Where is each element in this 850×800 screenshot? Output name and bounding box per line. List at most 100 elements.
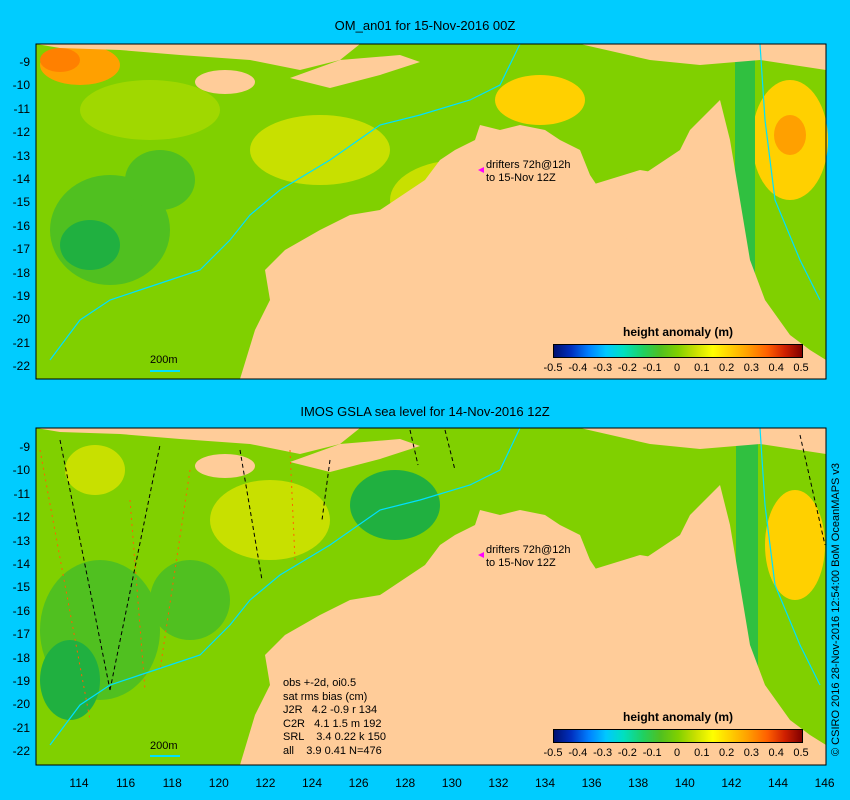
bottom-drifters-note-line2: to 15-Nov 12Z <box>486 557 556 569</box>
top-land-timor <box>290 55 420 88</box>
bottom-isobath <box>49 427 521 746</box>
bottom-colorbar-tick: -0.2 <box>617 747 637 759</box>
x-tick: 116 <box>116 776 136 790</box>
top-y-tick: -13 <box>12 148 30 163</box>
bottom-colorbar-tick: 0.1 <box>694 747 710 759</box>
top-land-australia <box>240 100 826 379</box>
top-panel-title: OM_an01 for 15-Nov-2016 00Z <box>334 18 516 33</box>
top-colorbar-tick: -0.2 <box>617 362 637 374</box>
top-colorbar-tick: -0.3 <box>593 362 613 374</box>
top-y-tick: -12 <box>12 125 30 140</box>
top-drifters-note: drifters 72h@12h to 15-Nov 12Z <box>486 159 571 185</box>
top-isobath <box>49 43 521 361</box>
bottom-y-tick: -13 <box>12 533 30 548</box>
x-tick: 140 <box>674 776 695 790</box>
top-anomaly-low2 <box>60 220 120 270</box>
bottom-anomaly-low3 <box>40 640 100 720</box>
top-y-tick: -16 <box>12 218 30 233</box>
bottom-land-png <box>580 428 826 454</box>
top-colorbar-tick: -0.4 <box>568 362 588 374</box>
top-colorbar-tick: 0.5 <box>793 362 809 374</box>
stats-line: sat rms bias (cm) <box>283 690 368 703</box>
top-drifters-note-line2: to 15-Nov 12Z <box>486 172 556 184</box>
bottom-land-cape <box>575 555 700 655</box>
top-drifters-note-line1: drifters 72h@12h <box>486 159 571 171</box>
top-colorbar-tick: 0.1 <box>694 362 710 374</box>
bottom-frame <box>35 427 827 766</box>
x-tick: 142 <box>721 776 742 790</box>
stats-line: J2R 4.2 -0.9 r 134 <box>283 704 378 716</box>
x-tick: 118 <box>162 776 182 790</box>
bottom-land-indonesia <box>36 428 360 454</box>
bottom-stats: obs +-2d, oi0.5 sat rms bias (cm) J2R 4.2 … <box>283 677 386 758</box>
top-land-indonesia <box>36 44 360 70</box>
bottom-drifter-marker <box>478 552 484 558</box>
top-frame <box>35 43 827 380</box>
top-y-tick: -10 <box>12 78 30 93</box>
top-anomaly-high2 <box>40 48 80 72</box>
top-y-tick: -15 <box>12 195 30 210</box>
x-tick: 114 <box>69 776 89 790</box>
top-colorbar-tick: -0.1 <box>642 362 662 374</box>
bottom-sat-tracks <box>59 429 826 691</box>
bottom-anomaly-low4 <box>150 560 230 640</box>
x-tick: 138 <box>628 776 649 790</box>
bottom-colorbar-tick: -0.3 <box>593 747 613 759</box>
bottom-land-timor-w <box>195 454 255 478</box>
bottom-isobath-east <box>759 427 821 686</box>
top-anomaly-east-core <box>774 115 806 155</box>
stats-line: obs +-2d, oi0.5 <box>283 677 357 689</box>
bottom-y-tick: -20 <box>12 697 30 712</box>
bottom-panel-title: IMOS GSLA sea level for 14-Nov-2016 12Z <box>300 404 550 419</box>
bottom-colorbar-tick: 0.4 <box>768 747 784 759</box>
bottom-y-tick: -21 <box>12 720 30 735</box>
x-tick: 128 <box>395 776 416 790</box>
x-tick: 124 <box>301 776 323 790</box>
top-colorbar-tick: 0.2 <box>718 362 735 374</box>
top-y-tick: -18 <box>12 265 30 280</box>
top-colorbar-tick: 0 <box>673 362 681 374</box>
x-tick: 120 <box>208 776 229 790</box>
bottom-anomaly-east <box>765 490 825 600</box>
top-land-cape <box>575 170 700 270</box>
x-tick: 126 <box>348 776 369 790</box>
top-colorbar-tick: -0.5 <box>543 362 563 374</box>
x-tick: 144 <box>767 776 789 790</box>
top-anomaly-c <box>495 75 585 125</box>
x-tick: 132 <box>488 776 509 790</box>
bottom-drifters-note: drifters 72h@12h to 15-Nov 12Z <box>486 544 571 570</box>
top-drifter-marker <box>478 167 484 173</box>
bottom-land-timor <box>290 439 420 472</box>
x-tick: 122 <box>255 776 276 790</box>
stats-line: SRL 3.4 0.22 k 150 <box>283 731 386 743</box>
top-isobath-east <box>759 43 821 301</box>
credit-text: © CSIRO 2016 28-Nov-2016 12:54:00 BoM Oc… <box>830 462 842 756</box>
top-anomaly-b <box>250 115 390 185</box>
bottom-y-tick: -15 <box>12 580 30 595</box>
x-tick: 146 <box>814 776 835 790</box>
bottom-sat-tracks-b <box>39 449 296 721</box>
bottom-scale-label: 200m <box>150 740 178 752</box>
top-y-tick: -19 <box>12 289 30 303</box>
bottom-y-tick: -10 <box>12 463 30 478</box>
bottom-colorbar-tick: -0.4 <box>568 747 588 759</box>
top-anomaly-a <box>80 80 220 140</box>
top-map <box>35 43 828 380</box>
bottom-y-tick: -18 <box>12 650 30 665</box>
top-y-tick: -14 <box>12 172 30 186</box>
bottom-colorbar-tick: -0.5 <box>543 747 563 759</box>
bottom-y-tick: -12 <box>12 510 30 525</box>
bottom-map <box>35 427 827 766</box>
top-y-tick: -22 <box>12 359 30 374</box>
bottom-y-tick: -9 <box>19 440 30 454</box>
bottom-y-tick: -17 <box>12 627 30 642</box>
bottom-y-tick: -22 <box>12 744 30 759</box>
bottom-y-tick: -14 <box>12 557 30 571</box>
top-y-tick: -20 <box>12 312 30 327</box>
top-colorbar <box>553 344 803 358</box>
bottom-drifters-note-line1: drifters 72h@12h <box>486 544 571 556</box>
x-tick: 134 <box>534 776 556 790</box>
bottom-land-australia <box>240 485 826 765</box>
stats-line: all 3.9 0.41 N=476 <box>283 744 382 757</box>
